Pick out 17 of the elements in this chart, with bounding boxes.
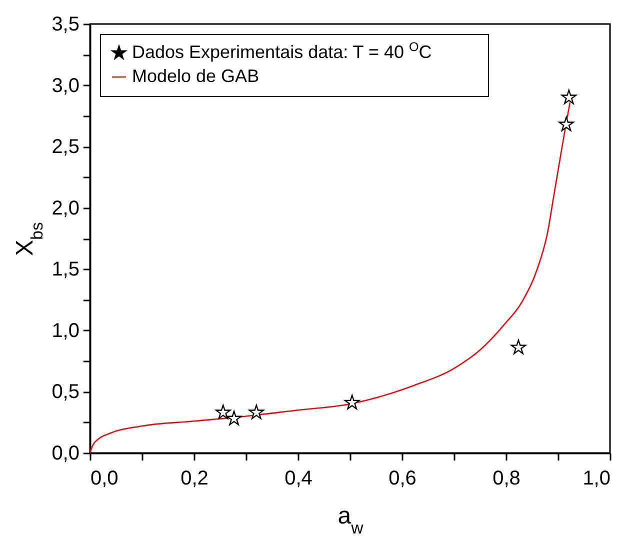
x-axis-title: a$_{w}$ bbox=[338, 502, 364, 537]
y-tick-label: 2,0 bbox=[52, 197, 80, 220]
y-tick-label: 3,0 bbox=[52, 74, 80, 97]
y-tick-label: 0,5 bbox=[52, 381, 80, 404]
x-tick-label: 0,8 bbox=[492, 468, 520, 490]
y-tick-label: 0,0 bbox=[52, 442, 80, 464]
y-tick-label: 1,0 bbox=[52, 320, 80, 342]
y-tick-label: 1,5 bbox=[52, 258, 80, 281]
x-tick-label: 0,4 bbox=[284, 468, 312, 490]
y-tick-label: 3,5 bbox=[52, 14, 80, 36]
legend-label: Modelo de GAB bbox=[132, 66, 260, 86]
y-tick-label: 2,5 bbox=[52, 136, 80, 158]
legend-label: Dados Experimentais data: T = 40 $^{O}$C bbox=[132, 40, 432, 62]
x-tick-label: 1,0 bbox=[582, 468, 610, 490]
x-tick-label: 0,0 bbox=[90, 468, 118, 490]
x-tick-label: 0,2 bbox=[180, 468, 208, 490]
x-tick-label: 0,6 bbox=[388, 468, 416, 490]
